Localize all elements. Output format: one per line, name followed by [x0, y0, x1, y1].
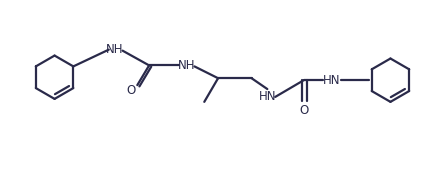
- Text: O: O: [127, 84, 136, 97]
- Text: NH: NH: [178, 59, 195, 72]
- Text: HN: HN: [258, 90, 276, 103]
- Text: HN: HN: [323, 74, 340, 87]
- Text: NH: NH: [106, 43, 123, 56]
- Text: O: O: [299, 104, 308, 117]
